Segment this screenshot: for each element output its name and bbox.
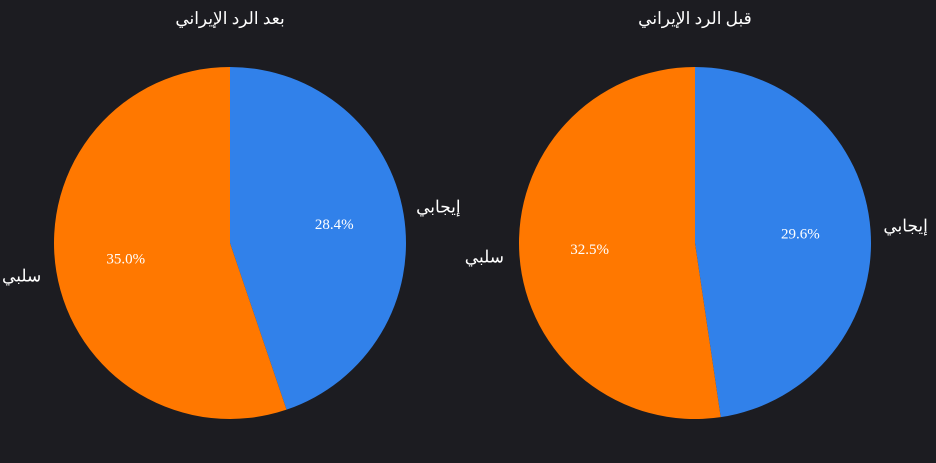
pie-slice	[230, 67, 407, 410]
category-label: سلبي	[465, 247, 504, 266]
value-label: 35.0%	[106, 252, 145, 268]
category-label: سلبي	[2, 266, 41, 285]
chart-title: قبل الرد الإيراني	[638, 9, 752, 29]
pie-slice	[695, 67, 871, 418]
value-label: 29.6%	[781, 227, 820, 243]
pie-slice	[519, 66, 721, 419]
pie-slice	[54, 67, 287, 419]
value-label: 32.5%	[570, 242, 609, 258]
category-label: إيجابي	[883, 216, 928, 235]
value-label: 28.4%	[315, 217, 354, 233]
category-label: إيجابي	[416, 198, 461, 217]
chart-title: بعد الرد الإيراني	[175, 9, 284, 29]
